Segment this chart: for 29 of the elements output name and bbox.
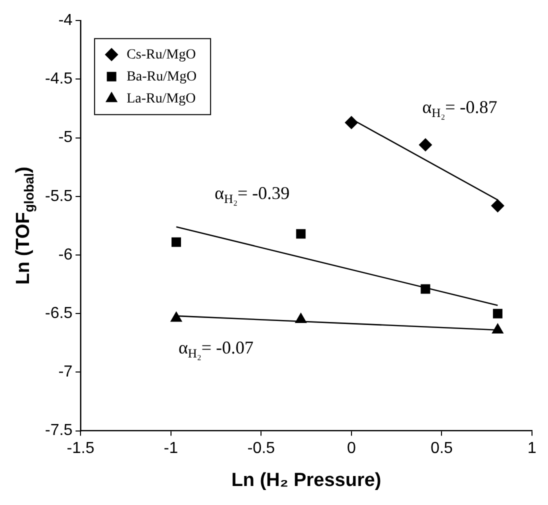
- point: [296, 229, 306, 239]
- legend-label: Ba-Ru/MgO: [126, 69, 197, 84]
- y-tick-label: -4: [58, 12, 73, 30]
- y-tick-label: -4.5: [44, 70, 73, 88]
- point: [295, 312, 307, 323]
- point: [492, 324, 504, 334]
- y-tick-label: -7.5: [44, 422, 73, 440]
- y-tick-label: -6.5: [44, 305, 73, 322]
- point: [418, 138, 432, 152]
- y-tick-label: -5.5: [44, 188, 73, 205]
- y-tick-label: -6: [58, 246, 73, 264]
- point: [172, 237, 182, 247]
- point: [492, 308, 502, 318]
- point: [170, 312, 182, 322]
- y-tick-label: -7: [58, 364, 73, 381]
- point: [491, 199, 504, 212]
- legend-label: La-Ru/MgO: [126, 91, 196, 106]
- y-axis-title: Ln (TOFglobal): [13, 166, 36, 285]
- x-axis-title: Ln (H₂ Pressure): [231, 470, 382, 492]
- x-tick-label: -0.5: [247, 440, 276, 457]
- point: [344, 116, 358, 130]
- x-tick-label: 0.5: [430, 440, 453, 457]
- y-tick-label: -5: [58, 129, 73, 146]
- legend-label: Cs-Ru/MgO: [126, 47, 196, 62]
- x-tick-label: -1: [164, 440, 178, 457]
- x-tick-label: -1.5: [66, 440, 94, 457]
- x-tick-label: 1: [528, 440, 537, 457]
- point: [420, 284, 430, 294]
- x-tick-label: 0: [346, 440, 356, 457]
